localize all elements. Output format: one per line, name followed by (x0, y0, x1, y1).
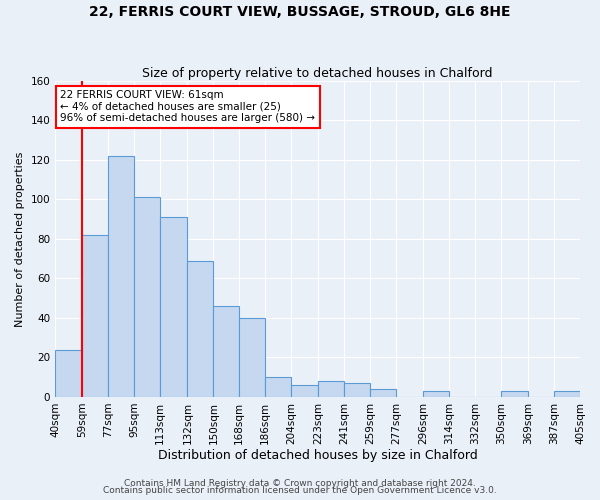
Bar (214, 306, 239, 397)
Bar (344, 383, 370, 397)
Text: 22 FERRIS COURT VIEW: 61sqm
← 4% of detached houses are smaller (25)
96% of semi: 22 FERRIS COURT VIEW: 61sqm ← 4% of deta… (61, 90, 316, 124)
Bar (370, 389, 396, 397)
Bar (319, 381, 344, 397)
Bar (291, 385, 319, 397)
Bar (239, 318, 265, 397)
Bar (554, 391, 580, 397)
Text: Contains HM Land Registry data © Crown copyright and database right 2024.: Contains HM Land Registry data © Crown c… (124, 478, 476, 488)
Bar (55, 350, 82, 397)
Bar (134, 198, 160, 397)
Bar (109, 156, 134, 397)
Bar (265, 377, 291, 397)
X-axis label: Distribution of detached houses by size in Chalford: Distribution of detached houses by size … (158, 450, 478, 462)
Bar (187, 260, 214, 397)
Bar (160, 217, 187, 397)
Title: Size of property relative to detached houses in Chalford: Size of property relative to detached ho… (142, 66, 493, 80)
Text: 22, FERRIS COURT VIEW, BUSSAGE, STROUD, GL6 8HE: 22, FERRIS COURT VIEW, BUSSAGE, STROUD, … (89, 5, 511, 19)
Bar (423, 391, 449, 397)
Text: Contains public sector information licensed under the Open Government Licence v3: Contains public sector information licen… (103, 486, 497, 495)
Bar (82, 235, 109, 397)
Bar (501, 391, 528, 397)
Y-axis label: Number of detached properties: Number of detached properties (15, 151, 25, 326)
